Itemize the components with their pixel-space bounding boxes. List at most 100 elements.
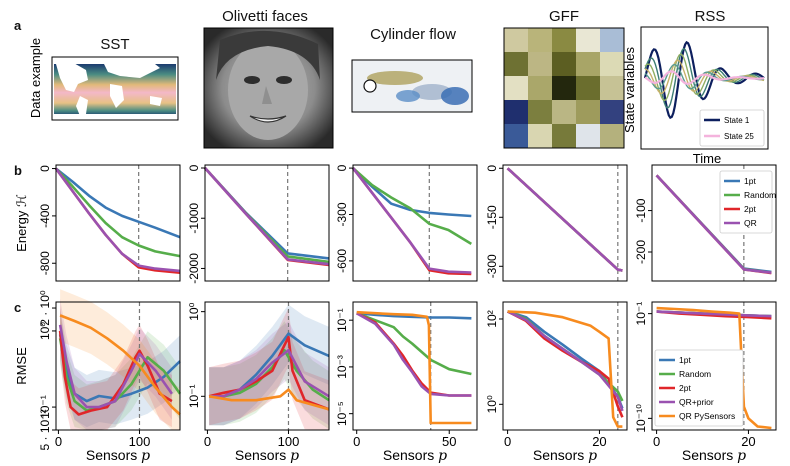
series-line-qr-prior — [507, 310, 624, 412]
ytick-label: 10⁻⁵ — [335, 401, 349, 426]
ytick-label: 10⁰ — [38, 322, 52, 340]
xtick-label: 100 — [278, 434, 300, 449]
legend-label-state1: State 1 — [724, 116, 750, 125]
ytick-label: 10² — [485, 310, 499, 327]
ytick-label: -2000 — [187, 253, 201, 284]
legend-label: 1pt — [744, 176, 756, 186]
gff-cell — [552, 76, 576, 100]
plot-frame — [352, 301, 478, 431]
band-qr-prior — [60, 298, 172, 430]
title-olivetti: Olivetti faces — [222, 8, 308, 25]
legend-label-state25: State 25 — [724, 132, 754, 141]
gff-cell — [576, 100, 600, 124]
chart-b-olivetti-faces: 0 -1000 -2000 — [187, 164, 330, 284]
xtick-label: 20 — [592, 434, 606, 449]
gff-cell — [600, 100, 624, 124]
band-qr-pysensors — [60, 289, 180, 430]
series-line-2pt — [507, 310, 624, 418]
ytick-label: -800 — [38, 251, 52, 275]
series-line-qr — [655, 174, 772, 274]
gff-cell — [600, 76, 624, 100]
series-line-1pt — [55, 167, 181, 239]
series-line-2pt — [356, 312, 472, 397]
series-line-1pt — [356, 311, 472, 320]
gff-grid-image — [503, 27, 625, 149]
series-line-random — [507, 310, 624, 402]
plot-frame — [204, 301, 330, 431]
gff-cell — [504, 52, 528, 76]
xtick-label: 0 — [204, 434, 211, 449]
gff-cell — [528, 76, 552, 100]
cylinder-flow-image — [351, 59, 473, 113]
legend-label: 1pt — [679, 355, 691, 365]
plot-frame — [204, 164, 330, 282]
ytick-label: 0 — [335, 164, 349, 171]
ylabel: Energy ℋ — [14, 194, 29, 252]
series-line-1pt — [204, 167, 330, 260]
ytick-label: 10⁻¹ — [634, 302, 648, 326]
xtick-label: 0 — [653, 434, 660, 449]
ytick-label: 0 — [187, 164, 201, 171]
title-gff: GFF — [549, 8, 579, 25]
legend-label: Random — [679, 369, 711, 379]
xtick-label: 0 — [353, 434, 360, 449]
series-line-qr-pysensors — [507, 310, 623, 428]
plot-frame — [502, 301, 628, 431]
panel-letter-b: b — [14, 163, 22, 178]
series-line-qr-pysensors — [656, 306, 772, 430]
xtick-label: 0 — [55, 434, 62, 449]
gff-cell — [552, 28, 576, 52]
ytick-label: 10⁻¹ — [187, 384, 201, 408]
ytick-label: 10⁻¹ — [38, 395, 52, 419]
panel-letter-a: a — [14, 18, 22, 33]
series-line-qr — [506, 167, 623, 272]
gff-cell — [576, 52, 600, 76]
gff-cell — [576, 76, 600, 100]
chart-b-rss: -100 -200 1pt Random 2pt QR — [634, 164, 777, 282]
row-a-ylabel: Data example — [28, 38, 43, 118]
rss-ylabel: State variables — [622, 47, 637, 133]
ytick-label: -600 — [335, 249, 349, 273]
ytick-label: 10⁰ — [187, 302, 201, 320]
gff-cell — [528, 28, 552, 52]
ylabel: RMSE — [14, 347, 29, 385]
series-line-qr-pysensors — [356, 310, 472, 425]
ytick-label: -300 — [335, 202, 349, 226]
series-line-qr — [351, 167, 472, 274]
plot-frame — [55, 301, 181, 431]
gff-cell — [504, 124, 528, 148]
gff-cell — [576, 124, 600, 148]
ytick-label: -400 — [38, 204, 52, 228]
gff-cell — [600, 124, 624, 148]
plot-frame — [651, 301, 777, 431]
plot-frame — [352, 164, 478, 282]
gff-cell — [552, 52, 576, 76]
gff-cell — [600, 28, 624, 52]
ytick-label: 10⁻¹⁰ — [634, 404, 648, 433]
chart-b-sst: 0 -400 -800 Energy ℋ — [14, 164, 181, 282]
gff-cell — [504, 28, 528, 52]
ytick-label: -150 — [485, 205, 499, 229]
ytick-label: 5 · 10⁻² — [38, 409, 52, 450]
band-2pt — [60, 304, 172, 430]
series-line-random — [55, 167, 181, 258]
gff-cell — [528, 100, 552, 124]
series-line-qr-pysensors — [59, 314, 181, 416]
legend-label: 2pt — [679, 383, 691, 393]
plot-frame — [55, 164, 181, 282]
xlabel: Sensors p — [533, 447, 597, 464]
xtick-label: 0 — [504, 434, 511, 449]
series-line-random — [356, 311, 472, 376]
legend-label: 2pt — [744, 204, 756, 214]
ytick-label: -100 — [634, 198, 648, 222]
title-rss: RSS — [694, 8, 726, 25]
legend-label: QR PySensors — [679, 411, 735, 421]
title-cylinder: Cylinder flow — [370, 26, 456, 43]
ytick-label: 10⁻³ — [335, 355, 349, 379]
series-line-qr — [204, 167, 330, 266]
rss-xlabel: Time — [693, 151, 721, 166]
ytick-label: -300 — [485, 254, 499, 278]
legend-label: QR — [744, 218, 757, 228]
